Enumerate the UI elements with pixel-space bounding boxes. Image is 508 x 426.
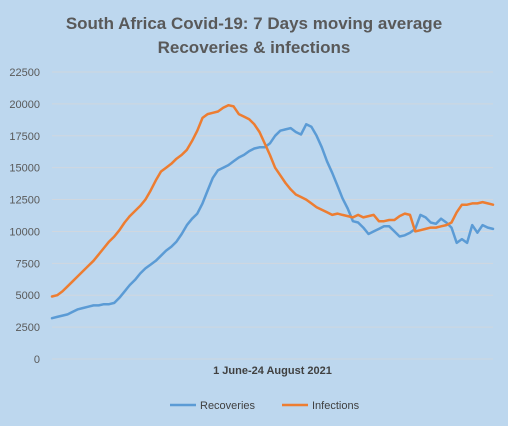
gridlines [52,71,493,328]
y-tick-label: 10000 [9,226,40,238]
y-tick-label: 22500 [9,67,40,79]
y-axis-ticks: 0 2500 5000 7500 10000 12500 15000 17500 20000 22… [9,67,40,366]
x-axis-label: 1 June-24 August 2021 [213,365,332,377]
y-tick-label: 5000 [16,290,40,302]
chart-title-line-1: South Africa Covid-19: 7 Days moving ave… [65,14,443,33]
y-tick-label: 7500 [16,258,40,270]
y-tick-label: 15000 [9,163,40,175]
y-tick-label: 17500 [9,131,40,143]
series-line-infections [50,103,495,298]
chart-title-line-2: Recoveries & infections [157,38,351,57]
legend-label-infections: Infections [312,400,360,412]
legend: Recoveries Infections [170,400,360,412]
y-tick-label: 2500 [16,322,40,334]
y-tick-label: 12500 [9,195,40,207]
y-tick-label: 0 [34,354,40,366]
series-line-recoveries [50,123,495,320]
series-lines [50,103,495,320]
legend-label-recoveries: Recoveries [200,400,256,412]
chart-title: South Africa Covid-19: 7 Days moving ave… [0,12,508,60]
y-tick-label: 20000 [9,99,40,111]
